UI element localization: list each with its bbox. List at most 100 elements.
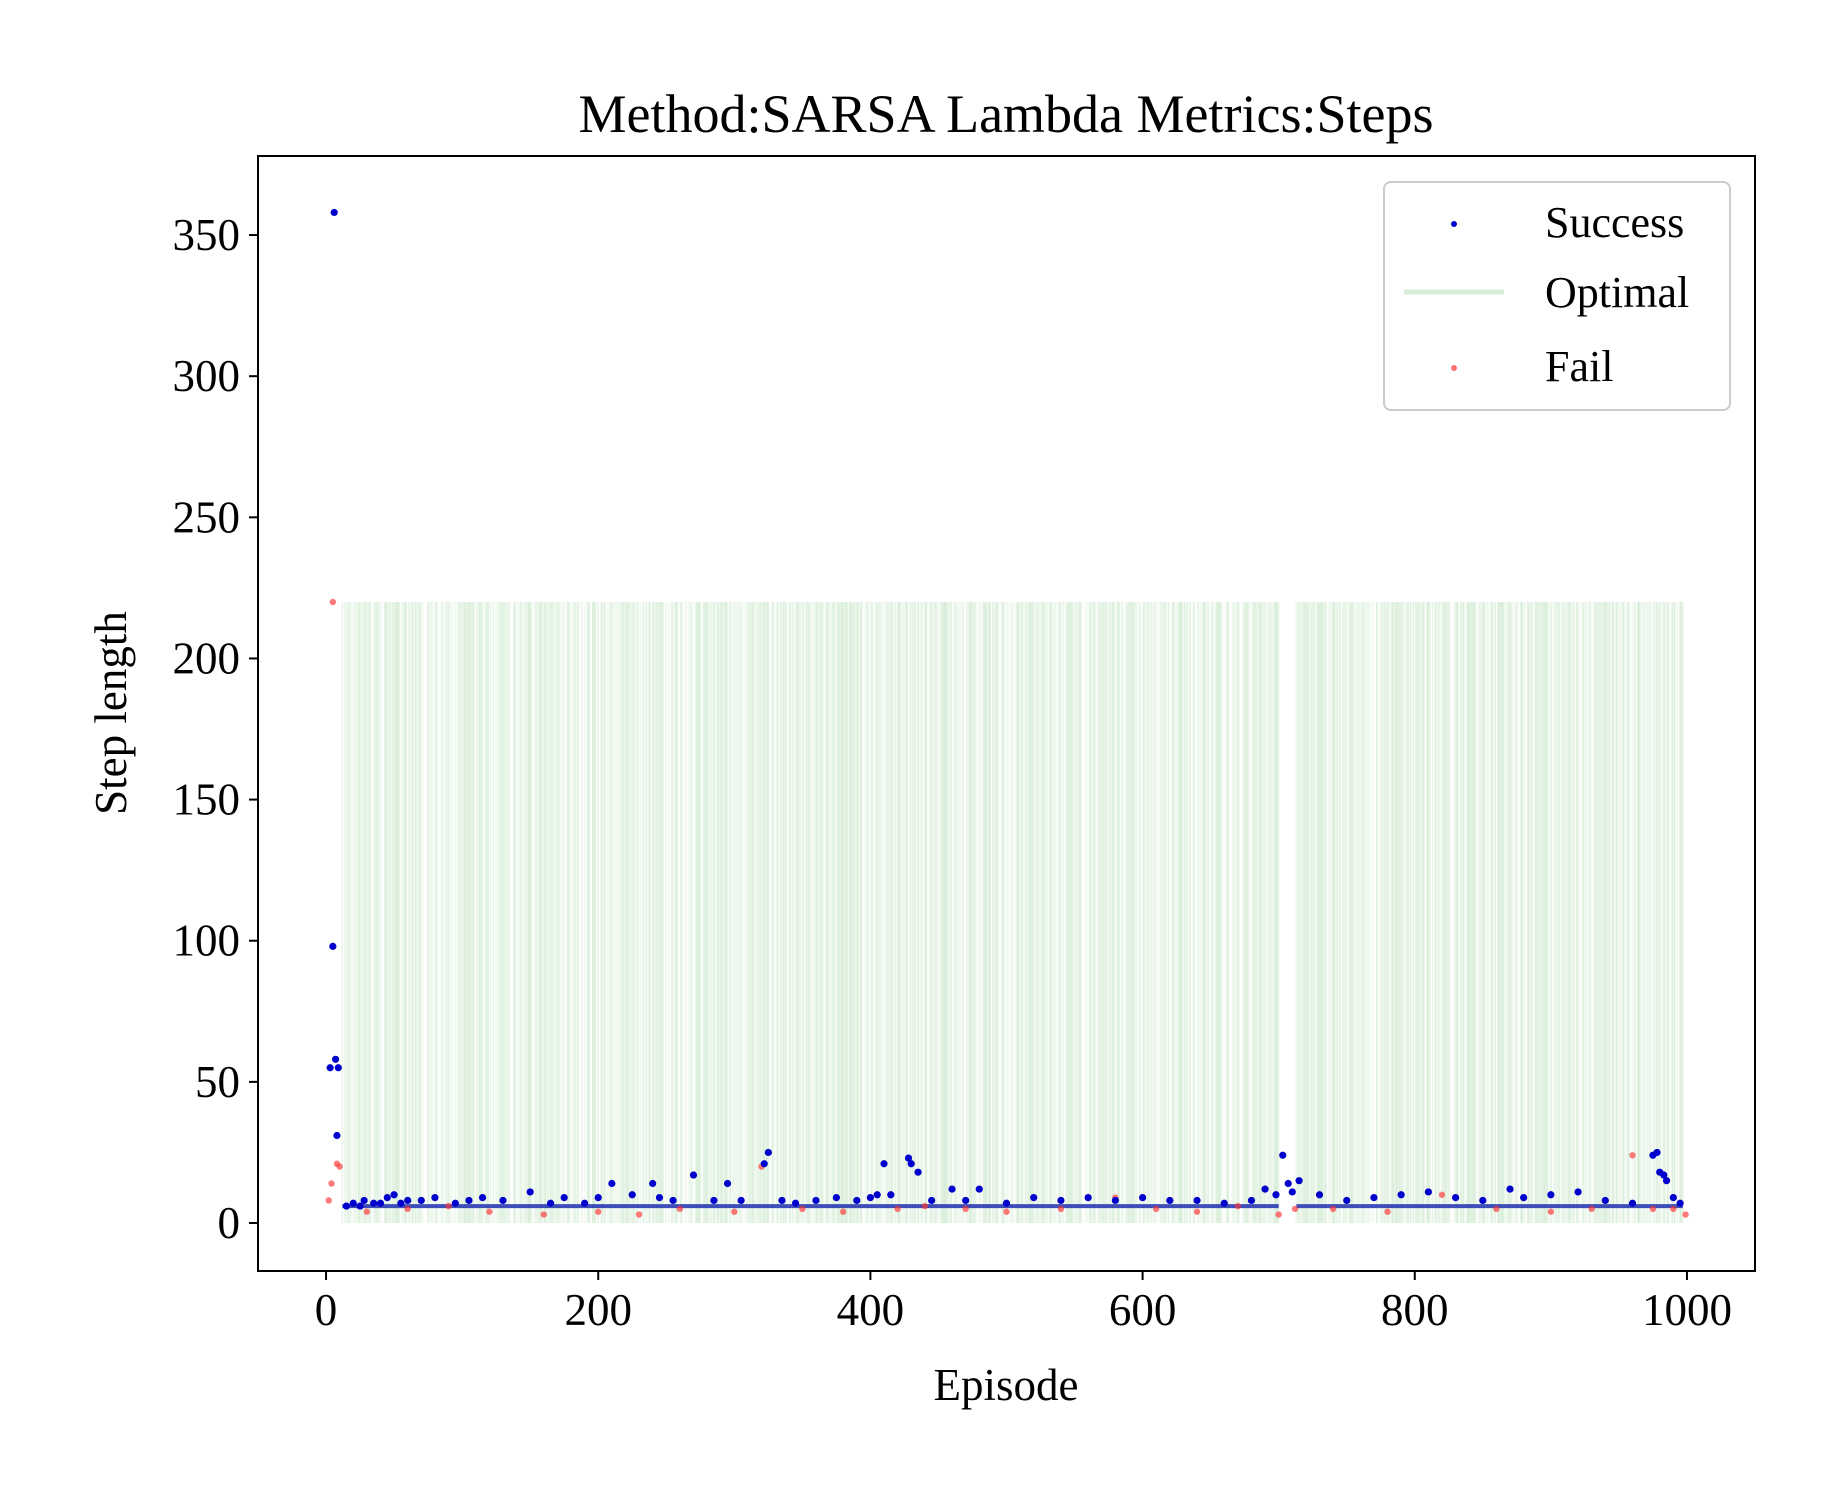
- fail-series: [325, 598, 1689, 1218]
- x-tick-label: 800: [1381, 1285, 1449, 1335]
- success-point: [397, 1199, 405, 1207]
- success-point: [356, 1202, 364, 1210]
- success-point: [360, 1196, 368, 1205]
- success-point: [1424, 1188, 1432, 1196]
- fail-point: [336, 1163, 343, 1170]
- success-point: [1261, 1185, 1269, 1193]
- fail-point: [1670, 1205, 1677, 1213]
- y-tick-label: 50: [195, 1057, 240, 1107]
- legend: Success Optimal Fail: [1383, 181, 1731, 411]
- fail-point: [1438, 1191, 1446, 1198]
- fail-point: [635, 1211, 643, 1218]
- success-point: [764, 1148, 772, 1157]
- legend-optimal-label: Optimal: [1545, 268, 1689, 317]
- success-point: [1479, 1196, 1487, 1205]
- x-tick-label: 200: [564, 1285, 632, 1335]
- success-point: [608, 1179, 616, 1188]
- success-series: [326, 208, 1684, 1210]
- fail-point: [1057, 1205, 1065, 1213]
- success-point: [1138, 1194, 1147, 1202]
- success-point: [1284, 1179, 1292, 1188]
- success-point: [873, 1191, 881, 1199]
- success-point: [526, 1188, 534, 1196]
- fail-point: [894, 1205, 901, 1213]
- y-tick-label: 0: [218, 1198, 241, 1248]
- fail-point: [325, 1197, 332, 1204]
- success-point: [628, 1191, 636, 1199]
- success-point: [331, 1055, 340, 1063]
- success-point: [791, 1199, 800, 1207]
- fail-point: [363, 1208, 371, 1215]
- success-point: [330, 208, 338, 217]
- success-point: [737, 1196, 745, 1205]
- success-point: [880, 1160, 888, 1168]
- success-point: [329, 942, 337, 950]
- success-point: [1272, 1191, 1280, 1199]
- fail-point: [731, 1208, 738, 1215]
- success-point: [1030, 1194, 1038, 1202]
- legend-success-marker: [1451, 221, 1457, 227]
- fail-point: [404, 1205, 411, 1213]
- fail-point: [486, 1208, 493, 1215]
- y-tick-label: 250: [173, 492, 241, 542]
- success-point: [1193, 1196, 1201, 1205]
- success-point: [1002, 1199, 1011, 1207]
- legend-success-label: Success: [1545, 198, 1684, 247]
- fail-point: [1649, 1205, 1657, 1213]
- y-axis: 0 50 100 150 200 250 300 350: [173, 210, 258, 1248]
- fail-point: [1291, 1205, 1299, 1213]
- success-point: [1166, 1196, 1174, 1205]
- success-point: [594, 1194, 602, 1202]
- success-point: [1220, 1199, 1228, 1207]
- success-point: [1676, 1199, 1684, 1207]
- success-point: [431, 1194, 439, 1202]
- success-point: [669, 1196, 677, 1205]
- success-point: [370, 1199, 378, 1207]
- success-point: [975, 1185, 983, 1193]
- fail-point: [676, 1205, 684, 1213]
- success-point: [499, 1196, 507, 1205]
- fail-point: [1384, 1208, 1391, 1215]
- success-point: [1397, 1191, 1405, 1199]
- success-point: [904, 1154, 913, 1162]
- y-tick-label: 300: [173, 351, 241, 401]
- success-point: [1669, 1194, 1677, 1202]
- success-point: [723, 1179, 732, 1188]
- fail-point: [595, 1208, 602, 1215]
- fail-point: [1493, 1205, 1500, 1213]
- x-axis: 0 200 400 600 800 1000: [315, 1271, 1732, 1335]
- success-point: [1662, 1177, 1671, 1185]
- y-axis-label: Step length: [86, 611, 136, 815]
- success-point: [383, 1194, 391, 1202]
- y-tick-label: 100: [173, 916, 241, 966]
- success-point: [478, 1194, 487, 1202]
- success-point: [655, 1194, 664, 1202]
- success-point: [832, 1194, 840, 1202]
- success-point: [1343, 1196, 1351, 1205]
- success-point: [914, 1168, 922, 1176]
- success-point: [1315, 1191, 1324, 1199]
- success-point: [928, 1196, 936, 1205]
- success-point: [962, 1196, 970, 1205]
- fail-point: [921, 1202, 929, 1210]
- success-point: [1288, 1188, 1296, 1196]
- success-point: [1370, 1194, 1378, 1202]
- fail-point: [1629, 1152, 1636, 1159]
- success-point: [760, 1160, 768, 1168]
- success-point: [1452, 1194, 1460, 1202]
- success-point: [560, 1194, 568, 1202]
- success-point: [326, 1064, 334, 1072]
- success-point: [1520, 1194, 1528, 1202]
- success-point: [349, 1199, 357, 1207]
- fail-point: [1193, 1208, 1201, 1215]
- success-point: [689, 1171, 698, 1179]
- success-point: [948, 1185, 956, 1193]
- success-point: [1660, 1171, 1668, 1179]
- success-point: [390, 1191, 398, 1199]
- success-point: [887, 1191, 895, 1199]
- x-axis-label: Episode: [934, 1360, 1079, 1410]
- success-point: [866, 1194, 875, 1202]
- success-point: [1295, 1177, 1303, 1185]
- success-point: [546, 1199, 555, 1207]
